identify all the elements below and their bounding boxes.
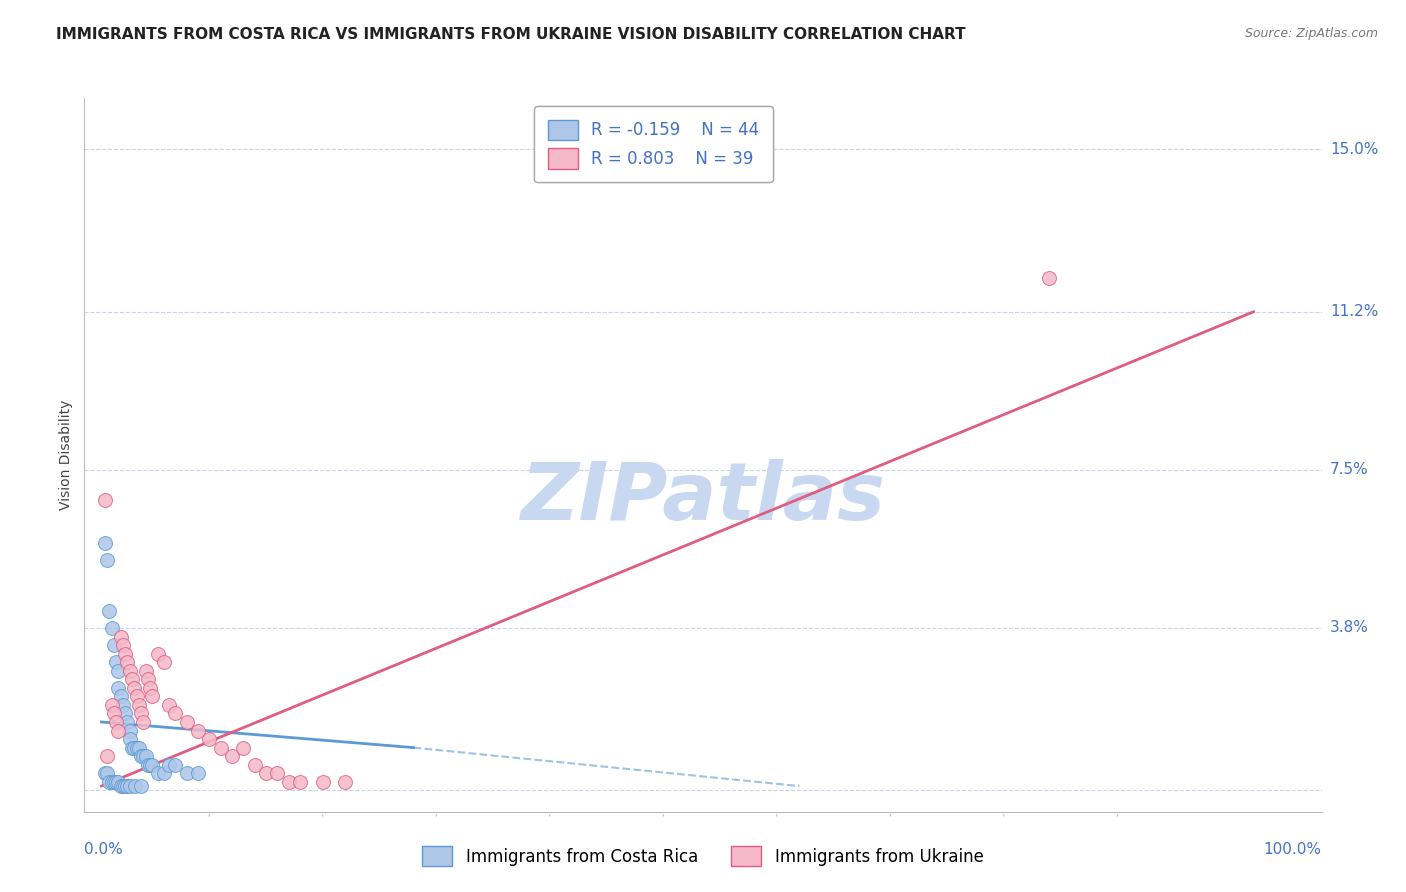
- Point: [159, 757, 181, 772]
- Text: 3.8%: 3.8%: [1330, 621, 1369, 635]
- Point: [111, 779, 134, 793]
- Point: [128, 698, 150, 712]
- Point: [129, 749, 152, 764]
- Point: [96, 766, 118, 780]
- Point: [118, 779, 141, 793]
- Point: [141, 690, 163, 704]
- Point: [117, 655, 139, 669]
- Text: 0.0%: 0.0%: [84, 842, 124, 857]
- Point: [96, 552, 118, 566]
- Point: [165, 706, 187, 721]
- Point: [105, 774, 128, 789]
- Point: [266, 766, 288, 780]
- Point: [288, 774, 311, 789]
- Point: [153, 655, 176, 669]
- Y-axis label: Vision Disability: Vision Disability: [59, 400, 73, 510]
- Point: [187, 723, 209, 738]
- Point: [103, 774, 125, 789]
- Point: [153, 766, 176, 780]
- Point: [103, 638, 125, 652]
- Point: [114, 647, 136, 661]
- Point: [110, 779, 132, 793]
- Point: [312, 774, 335, 789]
- Point: [121, 672, 143, 686]
- Point: [125, 740, 148, 755]
- Point: [146, 766, 169, 780]
- Point: [111, 698, 134, 712]
- Point: [165, 757, 187, 772]
- Point: [98, 774, 121, 789]
- Point: [118, 732, 141, 747]
- Legend: Immigrants from Costa Rica, Immigrants from Ukraine: Immigrants from Costa Rica, Immigrants f…: [415, 838, 991, 875]
- Point: [209, 740, 232, 755]
- Point: [135, 664, 157, 678]
- Point: [114, 779, 136, 793]
- Point: [136, 672, 159, 686]
- Point: [176, 714, 198, 729]
- Point: [128, 740, 150, 755]
- Point: [100, 621, 122, 635]
- Point: [118, 723, 141, 738]
- Point: [146, 647, 169, 661]
- Point: [243, 757, 266, 772]
- Point: [107, 664, 129, 678]
- Point: [105, 714, 128, 729]
- Point: [159, 698, 181, 712]
- Text: 15.0%: 15.0%: [1330, 142, 1378, 157]
- Text: 11.2%: 11.2%: [1330, 304, 1378, 319]
- Point: [107, 723, 129, 738]
- Point: [111, 638, 134, 652]
- Point: [124, 779, 146, 793]
- Point: [136, 757, 159, 772]
- Point: [105, 655, 128, 669]
- Point: [187, 766, 209, 780]
- Point: [141, 757, 163, 772]
- Legend: R = -0.159    N = 44, R = 0.803    N = 39: R = -0.159 N = 44, R = 0.803 N = 39: [534, 106, 772, 182]
- Point: [94, 766, 117, 780]
- Point: [98, 604, 121, 618]
- Point: [176, 766, 198, 780]
- Point: [139, 757, 162, 772]
- Point: [277, 774, 299, 789]
- Point: [107, 681, 129, 695]
- Point: [94, 535, 117, 549]
- Point: [110, 630, 132, 644]
- Point: [1038, 270, 1060, 285]
- Point: [132, 714, 155, 729]
- Point: [129, 779, 152, 793]
- Text: ZIPatlas: ZIPatlas: [520, 458, 886, 537]
- Point: [254, 766, 277, 780]
- Point: [221, 749, 243, 764]
- Point: [100, 774, 122, 789]
- Point: [232, 740, 254, 755]
- Point: [117, 779, 139, 793]
- Point: [124, 740, 146, 755]
- Point: [129, 706, 152, 721]
- Point: [132, 749, 155, 764]
- Point: [96, 749, 118, 764]
- Text: 100.0%: 100.0%: [1264, 842, 1322, 857]
- Point: [335, 774, 357, 789]
- Point: [198, 732, 221, 747]
- Point: [135, 749, 157, 764]
- Point: [100, 698, 122, 712]
- Point: [139, 681, 162, 695]
- Point: [103, 706, 125, 721]
- Text: IMMIGRANTS FROM COSTA RICA VS IMMIGRANTS FROM UKRAINE VISION DISABILITY CORRELAT: IMMIGRANTS FROM COSTA RICA VS IMMIGRANTS…: [56, 27, 966, 42]
- Point: [121, 740, 143, 755]
- Point: [107, 774, 129, 789]
- Point: [110, 690, 132, 704]
- Point: [125, 690, 148, 704]
- Text: 7.5%: 7.5%: [1330, 462, 1368, 477]
- Point: [124, 681, 146, 695]
- Point: [94, 492, 117, 507]
- Point: [114, 706, 136, 721]
- Point: [117, 714, 139, 729]
- Point: [118, 664, 141, 678]
- Text: Source: ZipAtlas.com: Source: ZipAtlas.com: [1244, 27, 1378, 40]
